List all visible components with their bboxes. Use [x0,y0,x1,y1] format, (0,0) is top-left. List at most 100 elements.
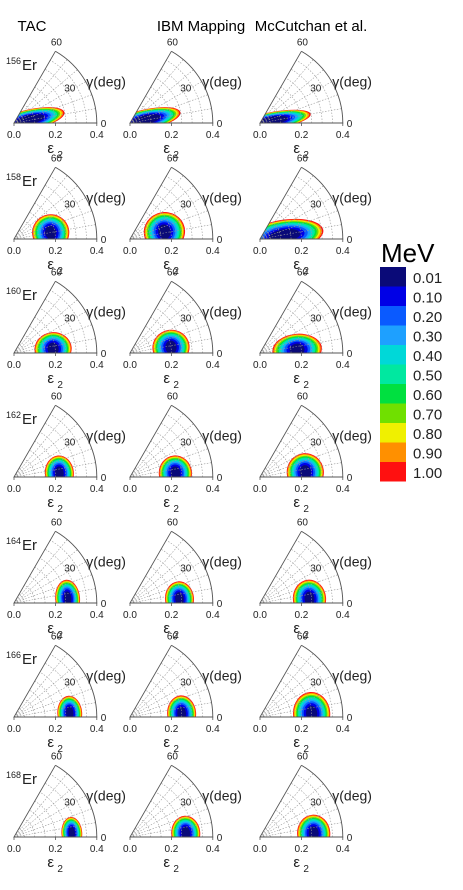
radial-tick-label: 0.2 [48,484,62,495]
radial-axis-subscript: 2 [303,744,309,755]
sector-outline [259,280,344,354]
grid-arc [270,584,281,604]
angular-tick-label: 60 [167,518,179,529]
column-header: McCutchan et al. [255,18,368,35]
grid-spoke [13,574,92,604]
grid-arc [290,184,323,240]
grid-arc [44,662,77,718]
grid-spoke [259,448,338,478]
angular-tick-label: 60 [297,752,309,763]
radial-axis-label: ε [293,256,300,273]
radial-tick-label: 0.0 [123,360,137,371]
grid-arc [145,689,162,718]
nucleus-mass: 164 [6,536,21,546]
nucleus-element: Er [22,287,37,304]
radial-axis-subscript: 2 [173,864,179,875]
contour-level [131,114,161,123]
grid-spoke [13,783,78,838]
radial-axis-label: ε [47,370,54,387]
contour-level [181,826,191,837]
column-headers: TAC IBM Mapping McCutchan et al. [18,18,368,35]
radial-tick-label: 0.0 [253,360,267,371]
colorbar-label: 0.90 [413,445,442,462]
polar-grid [259,281,344,354]
grid-spoke [259,338,342,354]
grid-arc [29,449,46,478]
radial-tick-label: 0.0 [7,844,21,855]
radial-tick-label: 0.4 [206,844,220,855]
grid-spoke [13,311,86,354]
radial-axis-label: ε [293,494,300,511]
radial-tick-label: 0.2 [294,360,308,371]
grid-arc [280,440,302,478]
radial-tick-label: 0.2 [48,246,62,257]
grid-spoke [13,561,86,604]
sector-outline [129,404,214,478]
radial-tick-label: 0.0 [123,610,137,621]
grid-arc [160,662,193,718]
angular-tick-label: 60 [167,38,179,49]
grid-spoke [259,783,324,838]
radial-axis-subscript: 2 [303,380,309,391]
contour-level [66,706,74,717]
radial-tick-label: 0.2 [48,130,62,141]
grid-spoke [259,588,342,604]
angular-axis-label: γ(deg) [202,553,242,569]
contour-fill [164,581,195,603]
grid-arc [150,86,172,124]
nucleus-mass: 162 [6,410,21,420]
angular-tick-label: 60 [51,752,63,763]
angular-tick-label: 0 [217,473,223,484]
radial-axis-label: ε [47,140,54,157]
colorbar-swatch [380,364,406,384]
grid-spoke [13,549,78,604]
colorbar-label: 0.60 [413,387,442,404]
grid-spoke [129,435,202,478]
radial-tick-label: 0.4 [206,484,220,495]
grid-spoke [259,413,314,478]
angular-axis-label: γ(deg) [202,787,242,803]
radial-axis-subscript: 2 [57,630,63,641]
radial-tick-label: 0.2 [48,610,62,621]
grid-spoke [13,663,78,718]
radial-axis-label: ε [47,494,54,511]
radial-tick-label: 0.0 [7,130,21,141]
angular-tick-label: 60 [51,632,63,643]
grid-spoke [13,94,92,124]
colorbar-label: 0.50 [413,367,442,384]
contour-fill [158,455,192,477]
grid-arc [160,298,193,354]
angular-axis-label: γ(deg) [332,667,372,683]
grid-spoke [129,688,208,718]
sector-outline [13,764,98,838]
radial-tick-label: 0.4 [336,130,350,141]
grid-arc [290,298,323,354]
grid-arc [44,422,77,478]
radial-tick-label: 0.0 [253,724,267,735]
radial-axis-subscript: 2 [303,630,309,641]
contour-panel: 0.0 0.2 0.40 30 60 γ(deg) ε 2 168 Er [6,752,126,875]
radial-axis-label: ε [163,734,170,751]
angular-tick-label: 60 [297,268,309,279]
grid-spoke [13,448,92,478]
angular-axis-label: γ(deg) [86,189,126,205]
radial-tick-label: 0.2 [294,130,308,141]
colorbar-swatch [380,403,406,423]
grid-spoke [259,175,314,240]
grid-arc [29,689,46,718]
contour-level [54,466,64,477]
radial-tick-label: 0.0 [123,484,137,495]
colorbar-label: 0.30 [413,328,442,345]
contour-fill [297,814,331,837]
nucleus-mass: 166 [6,650,21,660]
sector-outline [129,166,214,240]
grid-spoke [129,561,202,604]
column-header: TAC [18,18,47,35]
sector-outline [129,764,214,838]
angular-tick-label: 0 [101,833,107,844]
grid-spoke [259,435,332,478]
angular-axis-label: γ(deg) [202,303,242,319]
